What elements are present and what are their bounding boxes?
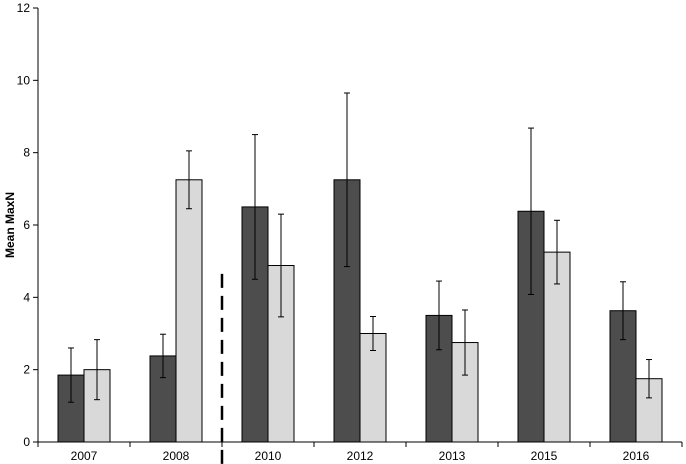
y-axis: 0 2 4 6 8 10 12: [17, 1, 39, 449]
x-tick-label: 2007: [71, 449, 98, 463]
x-tick-label: 2016: [623, 449, 650, 463]
x-tick-label: 2015: [531, 449, 558, 463]
x-axis: 2007 2008 2010 2012 2013 2015 2016: [37, 441, 683, 463]
bar-series-2: [83, 369, 111, 443]
y-tick-label: 6: [23, 218, 30, 232]
x-tick-label: 2008: [163, 449, 190, 463]
y-tick-label: 0: [23, 435, 30, 449]
y-axis-title: Mean MaxN: [3, 192, 17, 258]
y-tick-label: 12: [17, 1, 31, 15]
bars: [57, 179, 663, 443]
x-tick-label: 2013: [439, 449, 466, 463]
y-tick-label: 4: [23, 290, 30, 304]
y-tick-label: 2: [23, 363, 30, 377]
bar-series-2: [175, 179, 203, 443]
y-tick-label: 10: [17, 73, 31, 87]
x-tick-label: 2010: [255, 449, 282, 463]
x-tick-label: 2012: [347, 449, 374, 463]
y-tick-label: 8: [23, 146, 30, 160]
error-bars: [68, 92, 652, 403]
